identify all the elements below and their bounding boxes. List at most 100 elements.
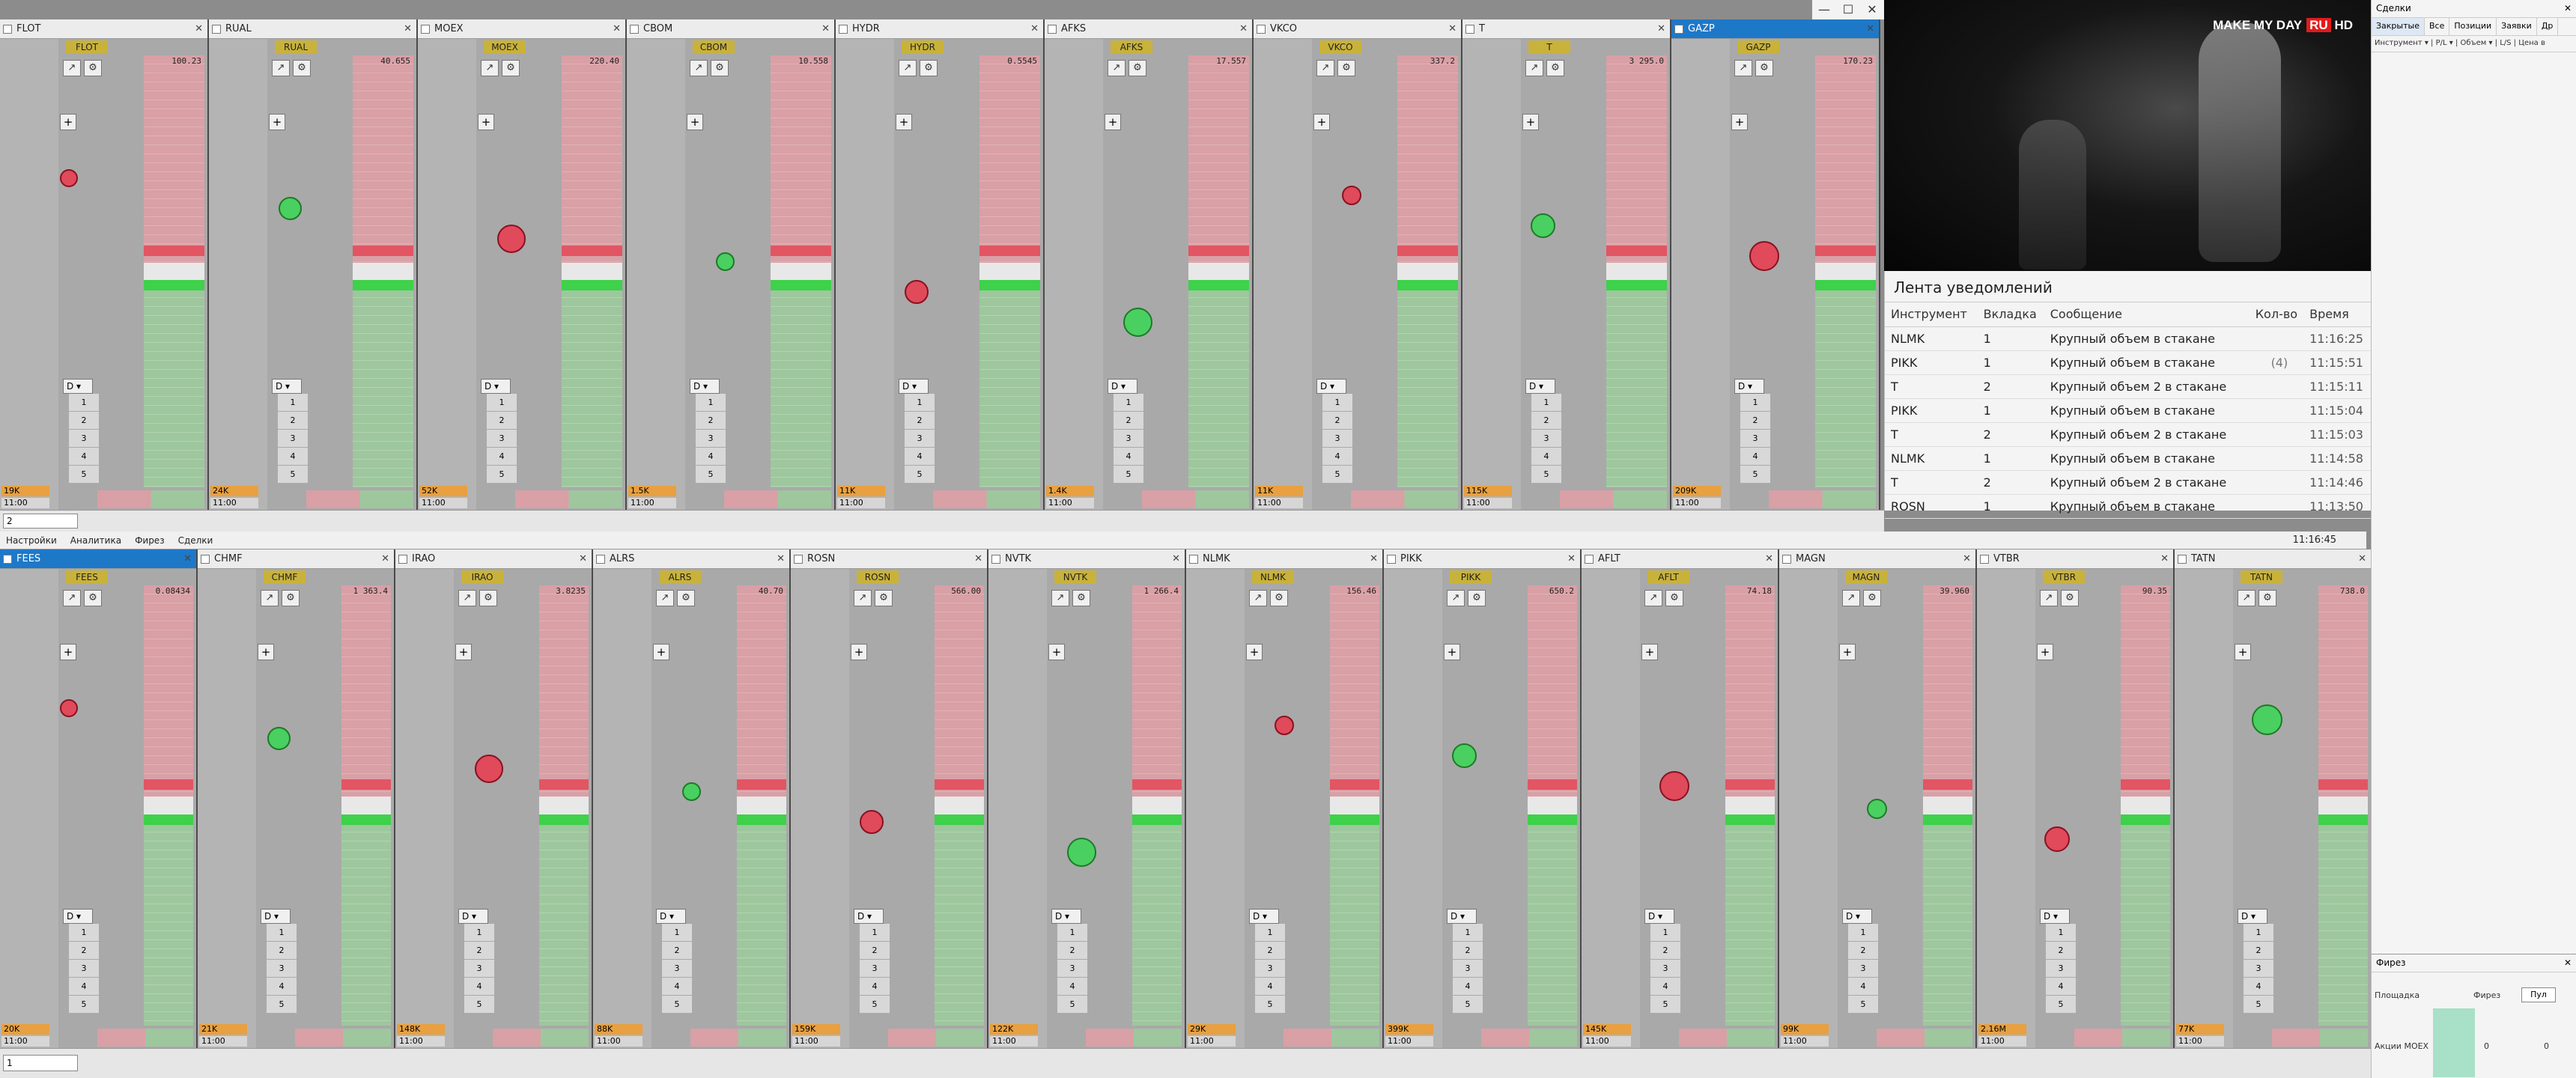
notification-row[interactable]: PIKK 1 Крупный объем в стакане 11:15:04 [1885,398,2371,423]
gear-icon[interactable]: ⚙ [1863,590,1881,606]
chart-icon[interactable]: ↗ [261,590,279,606]
tab-alrs[interactable]: ALRS ✕ [593,549,789,569]
depth-level[interactable]: 4 [1322,448,1352,466]
depth-level[interactable]: 3 [267,960,297,978]
tab-checkbox[interactable] [421,24,430,34]
deals-tab[interactable]: Все [2425,18,2450,35]
depth-dropdown[interactable]: D ▾ [272,379,302,394]
tab-checkbox[interactable] [201,554,210,564]
column-header[interactable]: Вкладка [1977,302,2044,327]
chart-icon[interactable]: ↗ [481,60,499,76]
add-button[interactable]: + [269,114,285,130]
depth-level[interactable]: 5 [662,996,692,1014]
close-icon[interactable]: ✕ [381,553,389,564]
close-icon[interactable]: ✕ [1866,23,1874,34]
tab-vkco[interactable]: VKCO ✕ [1254,19,1461,39]
depth-dropdown[interactable]: D ▾ [261,909,291,924]
tab-checkbox[interactable] [1674,24,1683,34]
price-column[interactable]: 17.557 [1188,55,1249,487]
depth-level[interactable]: 2 [1740,412,1770,430]
depth-level[interactable]: 5 [860,996,890,1014]
depth-level[interactable]: 5 [696,466,726,484]
depth-level[interactable]: 1 [905,394,935,412]
depth-level[interactable]: 3 [696,430,726,448]
chart-icon[interactable]: ↗ [2040,590,2058,606]
chart-icon[interactable]: ↗ [1447,590,1465,606]
notification-row[interactable]: T 2 Крупный объем 2 в стакане 11:14:46 [1885,470,2371,495]
close-icon[interactable]: ✕ [1370,553,1378,564]
price-column[interactable]: 74.18 [1725,585,1775,1026]
notification-row[interactable]: T 2 Крупный объем 2 в стакане 11:15:11 [1885,374,2371,399]
chart-icon[interactable]: ↗ [272,60,290,76]
depth-level[interactable]: 3 [69,960,99,978]
tab-checkbox[interactable] [1465,24,1474,34]
price-column[interactable]: 3 295.0 [1606,55,1667,487]
depth-level[interactable]: 1 [1848,924,1878,942]
close-icon[interactable]: ✕ [1657,23,1665,34]
close-icon[interactable]: ✕ [613,23,621,34]
gear-icon[interactable]: ⚙ [1468,590,1486,606]
gear-icon[interactable]: ⚙ [875,590,893,606]
tab-checkbox[interactable] [1782,554,1791,564]
add-button[interactable]: + [1444,644,1460,660]
tab-cbom[interactable]: CBOM ✕ [627,19,834,39]
add-button[interactable]: + [2235,644,2251,660]
depth-level[interactable]: 1 [2046,924,2076,942]
tab-checkbox[interactable] [1585,554,1594,564]
column-header[interactable]: Сообщение [2044,302,2250,327]
depth-level[interactable]: 2 [69,942,99,960]
chart-icon[interactable]: ↗ [1842,590,1860,606]
gear-icon[interactable]: ⚙ [293,60,311,76]
depth-level[interactable]: 4 [2244,978,2273,996]
tab-checkbox[interactable] [3,554,12,564]
add-button[interactable]: + [1641,644,1658,660]
close-icon[interactable]: ✕ [183,553,192,564]
chart-icon[interactable]: ↗ [63,60,81,76]
price-column[interactable]: 156.46 [1330,585,1379,1026]
gear-icon[interactable]: ⚙ [282,590,300,606]
depth-level[interactable]: 5 [278,466,308,484]
close-icon[interactable]: ✕ [2563,3,2572,13]
depth-level[interactable]: 5 [1740,466,1770,484]
depth-level[interactable]: 3 [69,430,99,448]
depth-level[interactable]: 4 [1453,978,1483,996]
gear-icon[interactable]: ⚙ [1072,590,1090,606]
depth-level[interactable]: 4 [278,448,308,466]
depth-level[interactable]: 5 [267,996,297,1014]
menu-settings[interactable]: Настройки [6,535,57,546]
depth-level[interactable]: 1 [267,924,297,942]
depth-level[interactable]: 1 [696,394,726,412]
depth-level[interactable]: 1 [1114,394,1143,412]
depth-level[interactable]: 3 [464,960,494,978]
depth-level[interactable]: 4 [662,978,692,996]
depth-dropdown[interactable]: D ▾ [2040,909,2070,924]
chart-icon[interactable]: ↗ [1051,590,1069,606]
tab-rosn[interactable]: ROSN ✕ [791,549,987,569]
tab-aflt[interactable]: AFLT ✕ [1582,549,1778,569]
tab-checkbox[interactable] [839,24,848,34]
depth-level[interactable]: 2 [69,412,99,430]
depth-level[interactable]: 2 [1057,942,1087,960]
close-icon[interactable]: ✕ [2160,553,2169,564]
depth-level[interactable]: 1 [69,924,99,942]
depth-level[interactable]: 2 [2244,942,2273,960]
chart-icon[interactable]: ↗ [1316,60,1334,76]
depth-level[interactable]: 4 [69,448,99,466]
notification-row[interactable]: PIKK 1 Крупный объем в стакане (4) 11:15… [1885,350,2371,375]
add-button[interactable]: + [1246,644,1263,660]
depth-level[interactable]: 2 [662,942,692,960]
depth-level[interactable]: 1 [1650,924,1680,942]
tab-nvtk[interactable]: NVTK ✕ [988,549,1185,569]
chart-icon[interactable]: ↗ [899,60,917,76]
depth-dropdown[interactable]: D ▾ [1316,379,1346,394]
tab-flot[interactable]: FLOT ✕ [0,19,207,39]
depth-level[interactable]: 4 [1114,448,1143,466]
depth-dropdown[interactable]: D ▾ [1842,909,1872,924]
depth-level[interactable]: 3 [1057,960,1087,978]
